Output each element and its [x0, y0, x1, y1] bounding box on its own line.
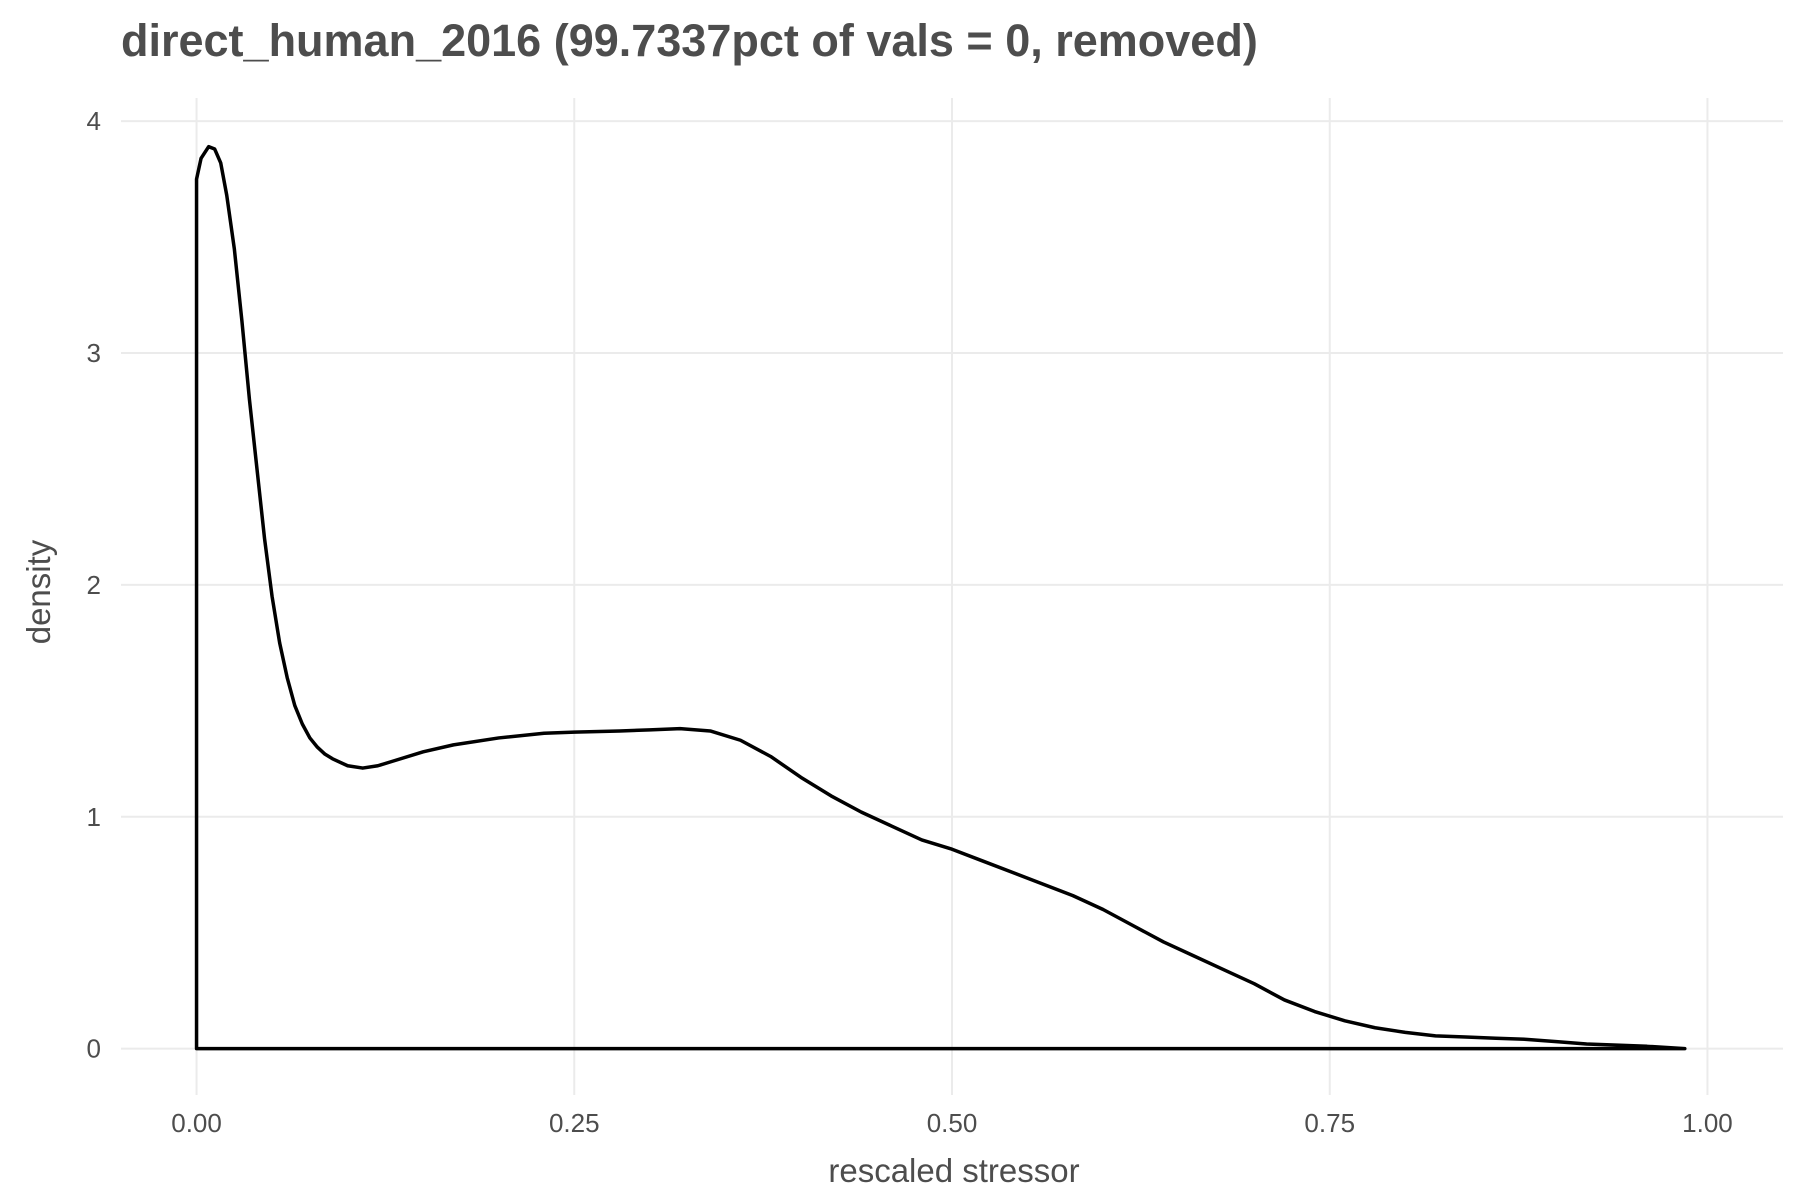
- tick-layer: 0.00 0.25 0.50 0.75 1.00 0 1 2 3 4: [87, 106, 1733, 1138]
- series-layer: [194, 144, 1687, 1051]
- x-tick-label: 1.00: [1682, 1108, 1733, 1138]
- density-series-line: [194, 144, 1687, 1051]
- x-tick-label: 0.00: [171, 1108, 222, 1138]
- y-tick-label: 3: [87, 338, 101, 368]
- y-tick-label: 1: [87, 802, 101, 832]
- y-tick-label: 0: [87, 1034, 101, 1064]
- x-tick-label: 0.50: [927, 1108, 978, 1138]
- grid-layer: [121, 98, 1783, 1095]
- x-axis-title: rescaled stressor: [828, 1152, 1079, 1189]
- chart-title: direct_human_2016 (99.7337pct of vals = …: [121, 15, 1258, 66]
- y-tick-label: 4: [87, 106, 101, 136]
- x-tick-label: 0.25: [549, 1108, 600, 1138]
- y-axis-title: density: [20, 539, 57, 644]
- y-tick-label: 2: [87, 570, 101, 600]
- x-tick-label: 0.75: [1304, 1108, 1355, 1138]
